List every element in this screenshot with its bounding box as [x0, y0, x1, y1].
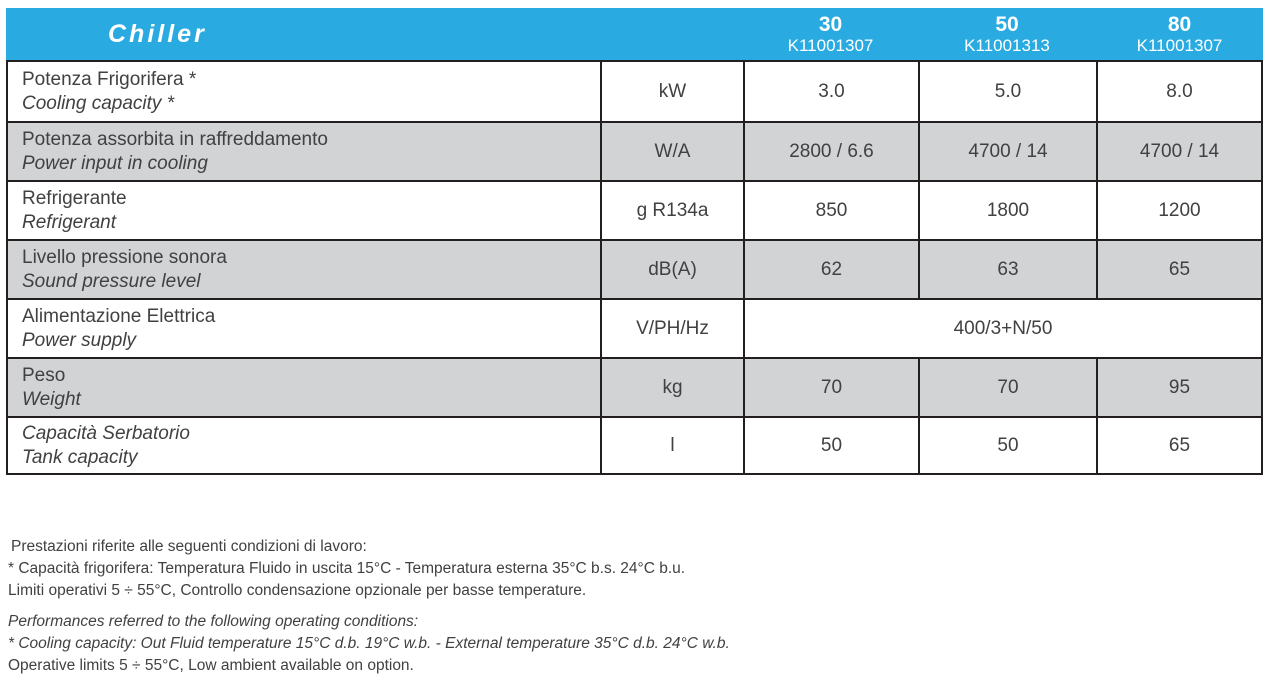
unit-cell: dB(A) [600, 239, 743, 298]
row-label-english: Cooling capacity * [22, 92, 175, 114]
row-label-italian: Potenza assorbita in raffreddamento [22, 128, 328, 150]
value-cell-50: 70 [918, 357, 1096, 416]
value-cell-80: 95 [1096, 357, 1263, 416]
unit-cell: g R134a [600, 180, 743, 239]
value-cell-50: 4700 / 14 [918, 121, 1096, 180]
model-code: K11001313 [964, 36, 1050, 55]
footnote-line: * Cooling capacity: Out Fluid temperatur… [8, 635, 730, 652]
row-label-italian: Capacità Serbatorio [22, 422, 190, 444]
unit-cell: kg [600, 357, 743, 416]
table-row-weight: Peso Weight kg 70 70 95 [6, 357, 1263, 416]
table-row-power-input: Potenza assorbita in raffreddamento Powe… [6, 121, 1263, 180]
value-cell-30: 62 [743, 239, 918, 298]
row-label-italian: Refrigerante [22, 187, 127, 209]
value-cell-30: 70 [743, 357, 918, 416]
row-label-english: Tank capacity [22, 446, 138, 468]
row-label-cell: Potenza assorbita in raffreddamento Powe… [6, 121, 600, 180]
row-label-cell: Potenza Frigorifera * Cooling capacity * [6, 62, 600, 121]
table-row-tank-capacity: Capacità Serbatorio Tank capacity l 50 5… [6, 416, 1263, 475]
table-title: Chiller [108, 19, 207, 48]
row-label-italian: Peso [22, 364, 66, 386]
table-row-power-supply: Alimentazione Elettrica Power supply V/P… [6, 298, 1263, 357]
unit-cell: kW [600, 62, 743, 121]
value-cell-50: 5.0 [918, 62, 1096, 121]
row-label-italian: Alimentazione Elettrica [22, 305, 216, 327]
row-label-english: Sound pressure level [22, 270, 201, 292]
unit-cell: l [600, 416, 743, 475]
row-label-english: Power supply [22, 329, 137, 351]
model-size: 80 [1167, 13, 1192, 36]
value-cell-30: 3.0 [743, 62, 918, 121]
value-cell-80: 1200 [1096, 180, 1263, 239]
unit-cell: V/PH/Hz [600, 298, 743, 357]
footnotes-english: Performances referred to the following o… [8, 611, 730, 677]
value-cell-80: 4700 / 14 [1096, 121, 1263, 180]
model-code: K11001307 [1136, 36, 1223, 55]
footnote-line: Performances referred to the following o… [8, 613, 419, 630]
row-label-cell: Refrigerante Refrigerant [6, 180, 600, 239]
table-row-cooling-capacity: Potenza Frigorifera * Cooling capacity *… [6, 62, 1263, 121]
row-label-cell: Alimentazione Elettrica Power supply [6, 298, 600, 357]
unit-cell: W/A [600, 121, 743, 180]
value-cell-merged: 400/3+N/50 [743, 298, 1263, 357]
row-label-english: Power input in cooling [22, 152, 208, 174]
row-label-english: Refrigerant [22, 211, 116, 233]
footnote-line: Operative limits 5 ÷ 55°C, Low ambient a… [8, 657, 414, 674]
footnote-line: Limiti operativi 5 ÷ 55°C, Controllo con… [8, 582, 587, 599]
value-cell-30: 50 [743, 416, 918, 475]
model-size: 30 [818, 13, 843, 36]
model-header-50: 50 K11001313 [918, 8, 1096, 60]
value-cell-50: 63 [918, 239, 1096, 298]
row-label-cell: Peso Weight [6, 357, 600, 416]
row-label-english: Weight [22, 388, 81, 410]
footnotes-italian: Prestazioni riferite alle seguenti condi… [8, 536, 685, 602]
table-header-row: Chiller 30 K11001307 50 K11001313 80 K11… [6, 8, 1263, 62]
table-title-cell: Chiller [6, 8, 600, 60]
row-label-italian: Livello pressione sonora [22, 246, 227, 268]
value-cell-50: 50 [918, 416, 1096, 475]
chiller-spec-table: Chiller 30 K11001307 50 K11001313 80 K11… [6, 8, 1263, 475]
model-header-80: 80 K11001307 [1096, 8, 1263, 60]
value-cell-80: 65 [1096, 416, 1263, 475]
model-header-30: 30 K11001307 [743, 8, 918, 60]
value-cell-30: 2800 / 6.6 [743, 121, 918, 180]
table-row-sound-pressure: Livello pressione sonora Sound pressure … [6, 239, 1263, 298]
row-label-cell: Livello pressione sonora Sound pressure … [6, 239, 600, 298]
value-cell-80: 8.0 [1096, 62, 1263, 121]
table-row-refrigerant: Refrigerante Refrigerant g R134a 850 180… [6, 180, 1263, 239]
model-code: K11001307 [787, 36, 874, 55]
header-unit-cell [600, 8, 743, 60]
row-label-italian: Potenza Frigorifera * [22, 68, 197, 90]
row-label-cell: Capacità Serbatorio Tank capacity [6, 416, 600, 475]
model-size: 50 [995, 13, 1019, 36]
footnote-line: * Capacità frigorifera: Temperatura Flui… [8, 560, 686, 577]
value-cell-80: 65 [1096, 239, 1263, 298]
footnote-line: Prestazioni riferite alle seguenti condi… [11, 538, 367, 555]
value-cell-50: 1800 [918, 180, 1096, 239]
value-cell-30: 850 [743, 180, 918, 239]
